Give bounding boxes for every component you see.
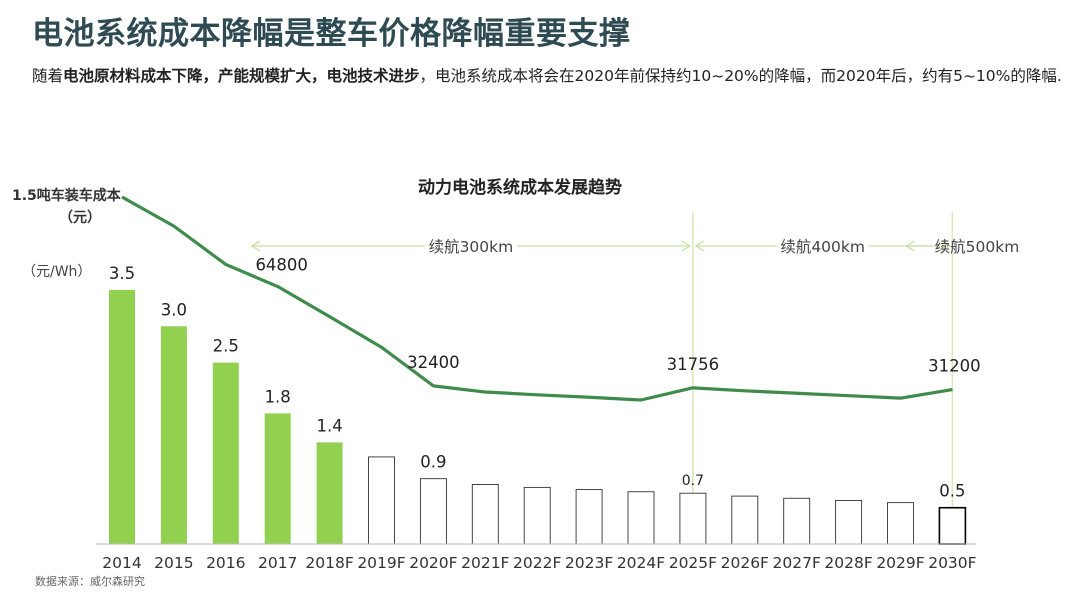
line-value-label-2020F: 32400 <box>407 353 460 372</box>
bar-2016 <box>212 362 239 544</box>
x-tick-label-2023F: 2023F <box>565 554 613 572</box>
bar-2028F <box>835 500 863 545</box>
x-tick-label-2016: 2016 <box>206 554 245 572</box>
range-500km-label: 续航500km <box>935 238 1020 256</box>
chart-title: 动力电池系统成本发展趋势 <box>418 177 622 198</box>
vehicle-cost-line <box>121 195 953 402</box>
bar-axis-unit-label: （元/Wh） <box>22 264 91 280</box>
bar-2029F <box>887 502 914 545</box>
x-tick-label-2028F: 2028F <box>824 554 872 572</box>
page-title: 电池系统成本降幅是整车价格降幅重要支撑 <box>32 16 631 52</box>
range-400km-arrow-right <box>941 240 951 252</box>
page-subtitle: 随着电池原材料成本下降，产能规模扩大，电池技术进步，电池系统成本将会在2020年… <box>32 64 1067 88</box>
bar-value-label-2030F: 0.5 <box>939 482 965 501</box>
bar-2030F <box>938 506 967 545</box>
x-tick-label-2030F: 2030F <box>928 554 976 572</box>
x-tick-label-2019F: 2019F <box>357 554 405 572</box>
line-axis-unit-label-yuan: （元） <box>59 210 101 226</box>
range-500km-arrow-left <box>905 240 915 252</box>
range-400km-arrow-left <box>694 240 705 252</box>
x-tick-label-2017: 2017 <box>258 554 297 572</box>
bar-2014 <box>109 290 135 544</box>
bar-2020F <box>419 478 447 545</box>
bar-value-label-2018F: 1.4 <box>316 416 342 435</box>
x-tick-label-2021F: 2021F <box>461 554 509 572</box>
range-300km-arrow-left <box>250 240 261 252</box>
bar-2019F <box>368 456 395 545</box>
line-axis-unit-label: 1.5吨车装车成本 <box>12 187 122 204</box>
line-value-label-2030F: 31200 <box>928 357 981 376</box>
x-tick-label-2018F: 2018F <box>305 554 353 572</box>
bar-value-label-2017: 1.8 <box>265 387 291 406</box>
subtitle-emphasis: 电池原材料成本下降，产能规模扩大，电池技术进步 <box>63 67 420 85</box>
range-300km-arrow-right <box>681 240 692 252</box>
x-tick-label-2020F: 2020F <box>409 554 457 572</box>
bar-value-label-2014: 3.5 <box>109 264 135 283</box>
subtitle-body: ，电池系统成本将会在2020年前保持约10~20%的降幅，而2020年后，约有5… <box>419 67 1062 85</box>
bar-value-label-2015: 3.0 <box>161 300 187 319</box>
subtitle-lead: 随着 <box>32 67 64 85</box>
bar-2017 <box>264 413 291 544</box>
line-value-label-2017: 64800 <box>255 256 308 275</box>
bar-2024F <box>627 491 655 545</box>
data-source: 数据来源：威尔森研究 <box>35 575 145 588</box>
bar-2023F <box>575 489 603 545</box>
x-tick-label-2014: 2014 <box>102 554 141 572</box>
bar-2018F <box>316 442 343 544</box>
x-tick-label-2024F: 2024F <box>617 554 665 572</box>
x-tick-label-2015: 2015 <box>154 554 193 572</box>
bar-2022F <box>523 486 551 545</box>
x-tick-label-2029F: 2029F <box>876 554 924 572</box>
line-value-label-2025F: 31756 <box>667 355 720 374</box>
bar-value-label-2020F: 0.9 <box>420 453 446 472</box>
bar-2015 <box>160 326 187 544</box>
bar-2027F <box>783 497 811 545</box>
bar-value-label-2016: 2.5 <box>213 337 239 356</box>
x-tick-label-2027F: 2027F <box>773 554 821 572</box>
range-300km-label: 续航300km <box>429 238 514 256</box>
bar-2026F <box>731 495 759 545</box>
x-tick-label-2026F: 2026F <box>721 554 769 572</box>
bar-2021F <box>471 484 499 545</box>
x-tick-label-2025F: 2025F <box>669 554 717 572</box>
bar-value-label-2025F: 0.7 <box>682 473 704 489</box>
range-400km-label: 续航400km <box>780 238 865 256</box>
bar-2025F <box>679 492 707 545</box>
x-tick-label-2022F: 2022F <box>513 554 561 572</box>
